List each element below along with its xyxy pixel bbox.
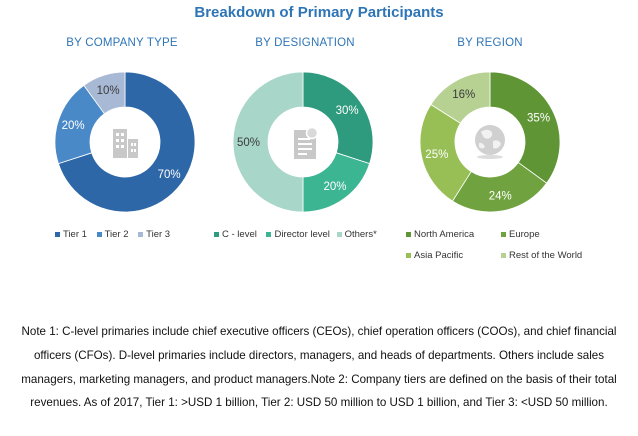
- chart-title-designation: BY DESIGNATION: [255, 37, 355, 49]
- legend-label: Europe: [509, 229, 540, 240]
- legend-swatch: [55, 232, 60, 237]
- legend-designation: C - level Director level Others*: [214, 229, 384, 240]
- legend-label: Tier 1: [63, 229, 87, 240]
- legend-label: Tier 2: [104, 229, 129, 240]
- data-label: 70%: [158, 169, 181, 181]
- data-label: 20%: [324, 181, 347, 193]
- legend-swatch: [501, 232, 506, 237]
- donut-designation: 30% 20% 50%: [232, 71, 374, 213]
- data-label: 10%: [97, 85, 120, 97]
- legend-item-c-level: C - level: [214, 229, 257, 240]
- legend-swatch: [214, 232, 219, 237]
- data-label: 25%: [425, 149, 448, 161]
- legend-item-tier3: Tier 3: [138, 229, 170, 240]
- legend-swatch: [406, 253, 411, 258]
- donut-slice-tier-3: [83, 71, 126, 115]
- donut-charts: 70% 20% 10% 30% 20% 50% 35% 24% 25% 16%: [54, 71, 561, 213]
- chart-title-region: BY REGION: [457, 37, 523, 49]
- legend-company-type: Tier 1 Tier 2 Tier 3: [55, 229, 177, 240]
- legend-label: Rest of the World: [509, 250, 583, 261]
- legend-label: North America: [414, 229, 475, 240]
- legend-swatch: [266, 232, 272, 237]
- legend-swatch: [96, 232, 102, 237]
- legend-item-rest-of-world: Rest of the World: [501, 250, 582, 261]
- legend-region: North America Europe Asia Pacific Rest of …: [406, 229, 606, 261]
- legend-swatch: [138, 232, 144, 237]
- legend-swatch: [501, 253, 506, 258]
- chart-title-company-type: BY COMPANY TYPE: [66, 37, 178, 49]
- legend-label: Asia Pacific: [414, 250, 464, 261]
- legend-swatch: [336, 232, 342, 237]
- legend-item-asia-pacific: Asia Pacific: [406, 250, 494, 261]
- building-icon: [113, 129, 138, 158]
- document-icon: [294, 126, 319, 159]
- legend-item-north-america: North America: [406, 229, 494, 240]
- legend-label: Tier 3: [146, 229, 171, 240]
- globe-icon: [475, 125, 505, 159]
- legend-swatch: [406, 232, 411, 237]
- legend-item-director-level: Director level: [266, 229, 330, 240]
- figure-title: Breakdown of Primary Participants: [194, 4, 444, 21]
- legend-label: Others*: [344, 229, 377, 240]
- legend-item-europe: Europe: [501, 229, 540, 240]
- legend-label: Director level: [274, 229, 330, 240]
- footnote: Note 1: C-level primaries include chief …: [21, 325, 617, 410]
- legend-label: C - level: [222, 229, 257, 240]
- data-label: 24%: [489, 191, 512, 203]
- data-label: 35%: [527, 112, 550, 124]
- legend-item-others: Others*: [336, 229, 377, 240]
- data-label: 50%: [237, 137, 260, 149]
- legend-item-tier1: Tier 1: [55, 229, 87, 240]
- data-label: 20%: [62, 120, 85, 132]
- donut-company-type: 70% 20% 10%: [54, 71, 196, 213]
- data-label: 30%: [336, 105, 359, 117]
- data-label: 16%: [452, 89, 475, 101]
- legend-item-tier2: Tier 2: [96, 229, 129, 240]
